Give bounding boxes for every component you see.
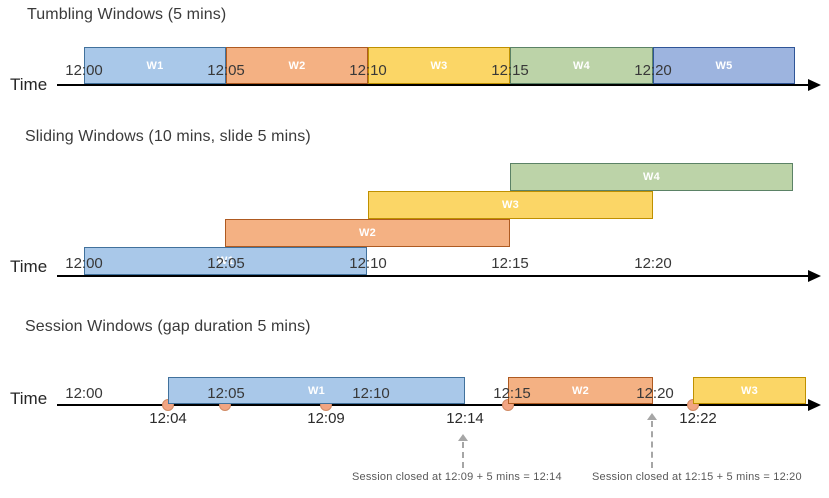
window-label: W4 xyxy=(572,59,591,72)
axis-tick-label: 12:10 xyxy=(349,255,387,272)
event-time-label: 12:14 xyxy=(446,410,484,427)
window-bar-w3: W3 xyxy=(368,47,510,84)
window-bar-w2: W2 xyxy=(508,377,653,404)
event-time-label: 12:04 xyxy=(149,410,187,427)
session-closed-annotation: Session closed at 12:09 + 5 mins = 12:14 xyxy=(352,471,562,483)
window-label: W3 xyxy=(740,384,759,397)
axis-tick-label: 12:00 xyxy=(65,255,103,272)
window-bar-w2: W2 xyxy=(226,47,368,84)
axis-tick-label: 12:10 xyxy=(352,385,390,402)
window-bar-w1: W1 xyxy=(84,247,367,275)
timeline-title: Session Windows (gap duration 5 mins) xyxy=(25,318,311,335)
window-bar-w4: W4 xyxy=(510,163,793,191)
axis-arrowhead-icon xyxy=(808,79,821,91)
callout-arrow-stem xyxy=(462,442,464,468)
callout-arrow-icon xyxy=(647,413,657,420)
session-closed-annotation: Session closed at 12:15 + 5 mins = 12:20 xyxy=(592,471,802,483)
time-axis-line xyxy=(57,404,808,406)
time-axis-line xyxy=(57,84,808,86)
window-label: W4 xyxy=(642,171,661,183)
axis-tick-label: 12:00 xyxy=(65,62,103,79)
window-label: W2 xyxy=(288,59,306,72)
window-label: W1 xyxy=(216,255,235,267)
window-bar-w3: W3 xyxy=(693,377,806,404)
window-label: W1 xyxy=(307,384,326,397)
window-bar-w1: W1 xyxy=(168,377,465,404)
axis-tick-label: 12:00 xyxy=(65,385,103,402)
axis-tick-label: 12:15 xyxy=(491,62,529,79)
event-time-label: 12:09 xyxy=(307,410,345,427)
axis-arrowhead-icon xyxy=(808,399,821,411)
time-axis-label: Time xyxy=(10,389,48,408)
axis-tick-label: 12:20 xyxy=(634,62,672,79)
axis-tick-label: 12:05 xyxy=(207,255,245,272)
window-label: W3 xyxy=(430,59,448,72)
window-label: W3 xyxy=(501,199,520,211)
axis-tick-label: 12:15 xyxy=(493,385,531,402)
axis-tick-label: 12:15 xyxy=(491,255,529,272)
callout-arrow-icon xyxy=(458,434,468,441)
window-label: W2 xyxy=(358,227,377,239)
window-label: W1 xyxy=(146,59,164,72)
axis-arrowhead-icon xyxy=(808,270,821,282)
window-bar-w4: W4 xyxy=(510,47,653,84)
axis-tick-label: 12:20 xyxy=(634,255,672,272)
axis-tick-label: 12:05 xyxy=(207,385,245,402)
window-bar-w2: W2 xyxy=(225,219,510,247)
window-bar-w1: W1 xyxy=(84,47,226,84)
callout-arrow-stem xyxy=(651,421,653,468)
axis-tick-label: 12:10 xyxy=(349,62,387,79)
time-axis-label: Time xyxy=(10,257,48,276)
window-label: W5 xyxy=(715,59,733,72)
timeline-title: Sliding Windows (10 mins, slide 5 mins) xyxy=(25,128,311,145)
window-bar-w3: W3 xyxy=(368,191,653,219)
time-axis-label: Time xyxy=(10,75,48,94)
time-axis-line xyxy=(57,275,808,277)
event-time-label: 12:22 xyxy=(679,410,717,427)
axis-tick-label: 12:05 xyxy=(207,62,245,79)
window-bar-w5: W5 xyxy=(653,47,795,84)
axis-tick-label: 12:20 xyxy=(636,385,674,402)
window-label: W2 xyxy=(571,384,590,397)
timeline-title: Tumbling Windows (5 mins) xyxy=(27,6,227,23)
